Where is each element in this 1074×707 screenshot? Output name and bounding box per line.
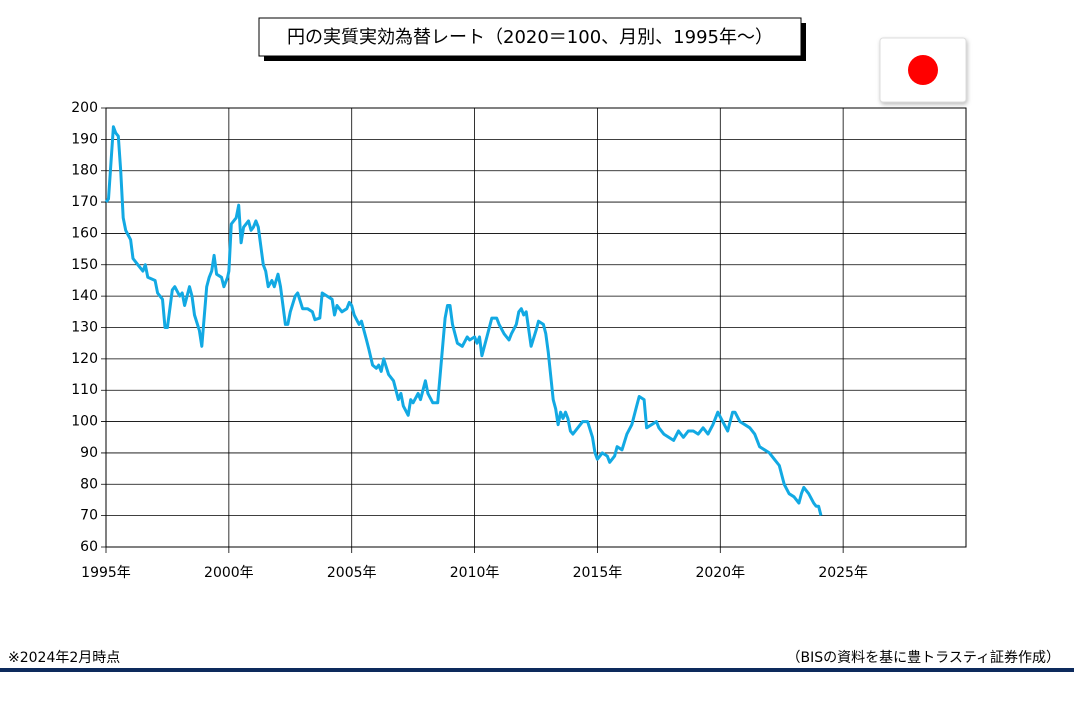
y-tick-label: 160 <box>71 225 98 241</box>
flag-circle <box>908 55 938 85</box>
x-tick-label: 2020年 <box>695 565 745 581</box>
footer-bar <box>0 668 1074 672</box>
y-tick-label: 100 <box>71 414 98 430</box>
x-tick-label: 1995年 <box>81 565 131 581</box>
y-tick-label: 130 <box>71 320 98 336</box>
y-tick-label: 70 <box>80 508 98 524</box>
x-tick-label: 2000年 <box>204 565 254 581</box>
y-tick-label: 120 <box>71 351 98 367</box>
x-tick-label: 2010年 <box>450 565 500 581</box>
y-tick-label: 170 <box>71 194 98 210</box>
y-tick-label: 200 <box>71 100 98 116</box>
y-tick-label: 60 <box>80 539 98 555</box>
source: （BISの資料を基に豊トラスティ証券作成） <box>787 649 1061 666</box>
note: ※2024年2月時点 <box>8 650 120 666</box>
y-tick-label: 110 <box>71 382 98 398</box>
y-tick-label: 80 <box>80 476 98 492</box>
y-tick-label: 190 <box>71 131 98 147</box>
title-box <box>258 17 802 57</box>
line-series <box>104 125 823 516</box>
y-tick-label: 150 <box>71 257 98 273</box>
y-tick-label: 180 <box>71 163 98 179</box>
x-tick-label: 2005年 <box>327 565 377 581</box>
x-tick-label: 2025年 <box>818 565 868 581</box>
y-tick-label: 90 <box>80 445 98 461</box>
x-tick-label: 2015年 <box>573 565 623 581</box>
y-tick-label: 140 <box>71 288 98 304</box>
chart-title: 円の実質実効為替レート（2020＝100、月別、1995年～） <box>287 27 773 48</box>
